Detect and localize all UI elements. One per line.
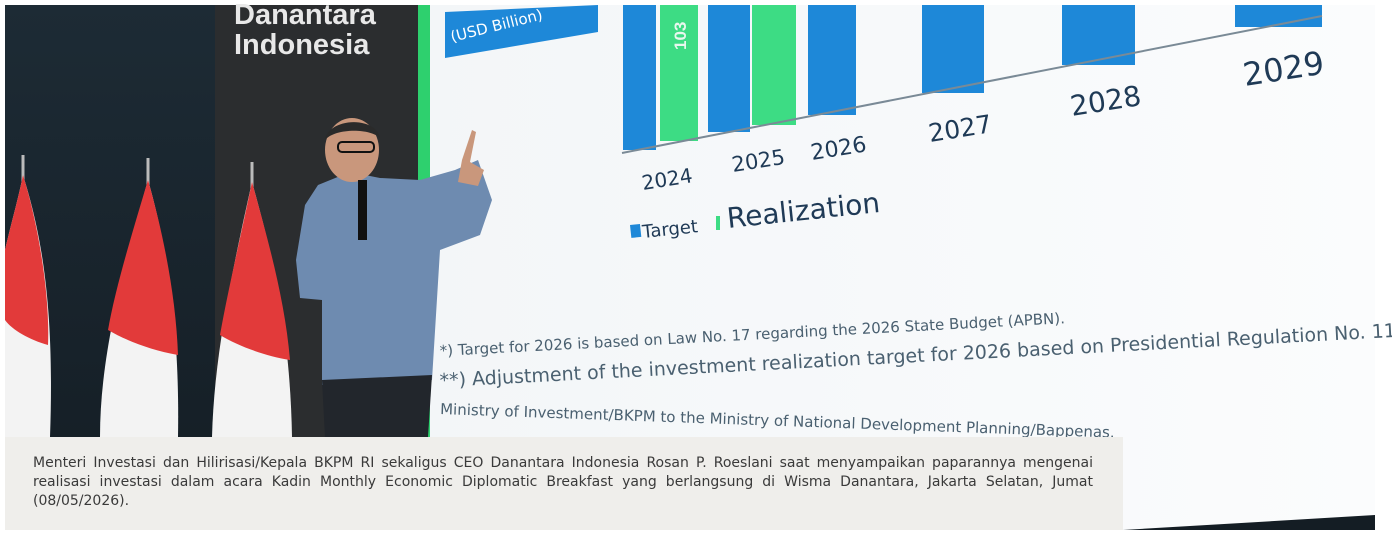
banner-text: Indonesia [234, 29, 370, 61]
axis-line [621, 15, 1323, 154]
screen-bars [623, 5, 1322, 150]
flags [5, 155, 292, 437]
bar [660, 5, 698, 141]
caption: Menteri Investasi dan Hilirisasi/Kepala … [5, 437, 1123, 530]
bar [1062, 5, 1135, 65]
bar [1235, 5, 1322, 27]
bar-label: 103 [671, 22, 690, 50]
legend-swatch [716, 216, 720, 230]
unit-box [445, 5, 598, 58]
bar [752, 5, 796, 125]
screen [418, 5, 1375, 530]
bar [708, 5, 750, 132]
bar [922, 5, 984, 93]
bar [623, 5, 656, 150]
banner-text: Danantara [234, 0, 377, 31]
bar [808, 5, 856, 115]
legend-swatch [630, 223, 642, 238]
speaker [296, 118, 492, 437]
